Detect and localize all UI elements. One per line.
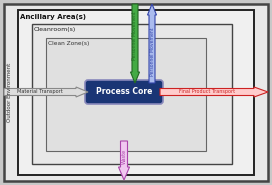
Text: Ancillary Area(s): Ancillary Area(s) — [20, 14, 86, 20]
Bar — [32, 24, 232, 164]
Text: Personnel Movement: Personnel Movement — [150, 27, 154, 76]
Bar — [46, 38, 206, 151]
FancyArrow shape — [4, 87, 88, 97]
Text: Cleanroom(s): Cleanroom(s) — [34, 27, 76, 32]
Text: Clean Zone(s): Clean Zone(s) — [48, 41, 89, 46]
Text: Process Core: Process Core — [96, 88, 152, 97]
FancyBboxPatch shape — [85, 80, 163, 104]
Text: Personnel Movement: Personnel Movement — [132, 11, 138, 60]
Text: Material Transport: Material Transport — [17, 90, 63, 95]
Text: Waste: Waste — [122, 149, 126, 164]
FancyArrow shape — [160, 87, 268, 97]
Text: Final Product Transport: Final Product Transport — [179, 90, 235, 95]
FancyArrow shape — [131, 4, 140, 83]
FancyArrow shape — [147, 4, 156, 83]
Bar — [18, 10, 254, 175]
FancyArrow shape — [119, 141, 129, 180]
Text: Outdoor Environment: Outdoor Environment — [8, 63, 13, 122]
